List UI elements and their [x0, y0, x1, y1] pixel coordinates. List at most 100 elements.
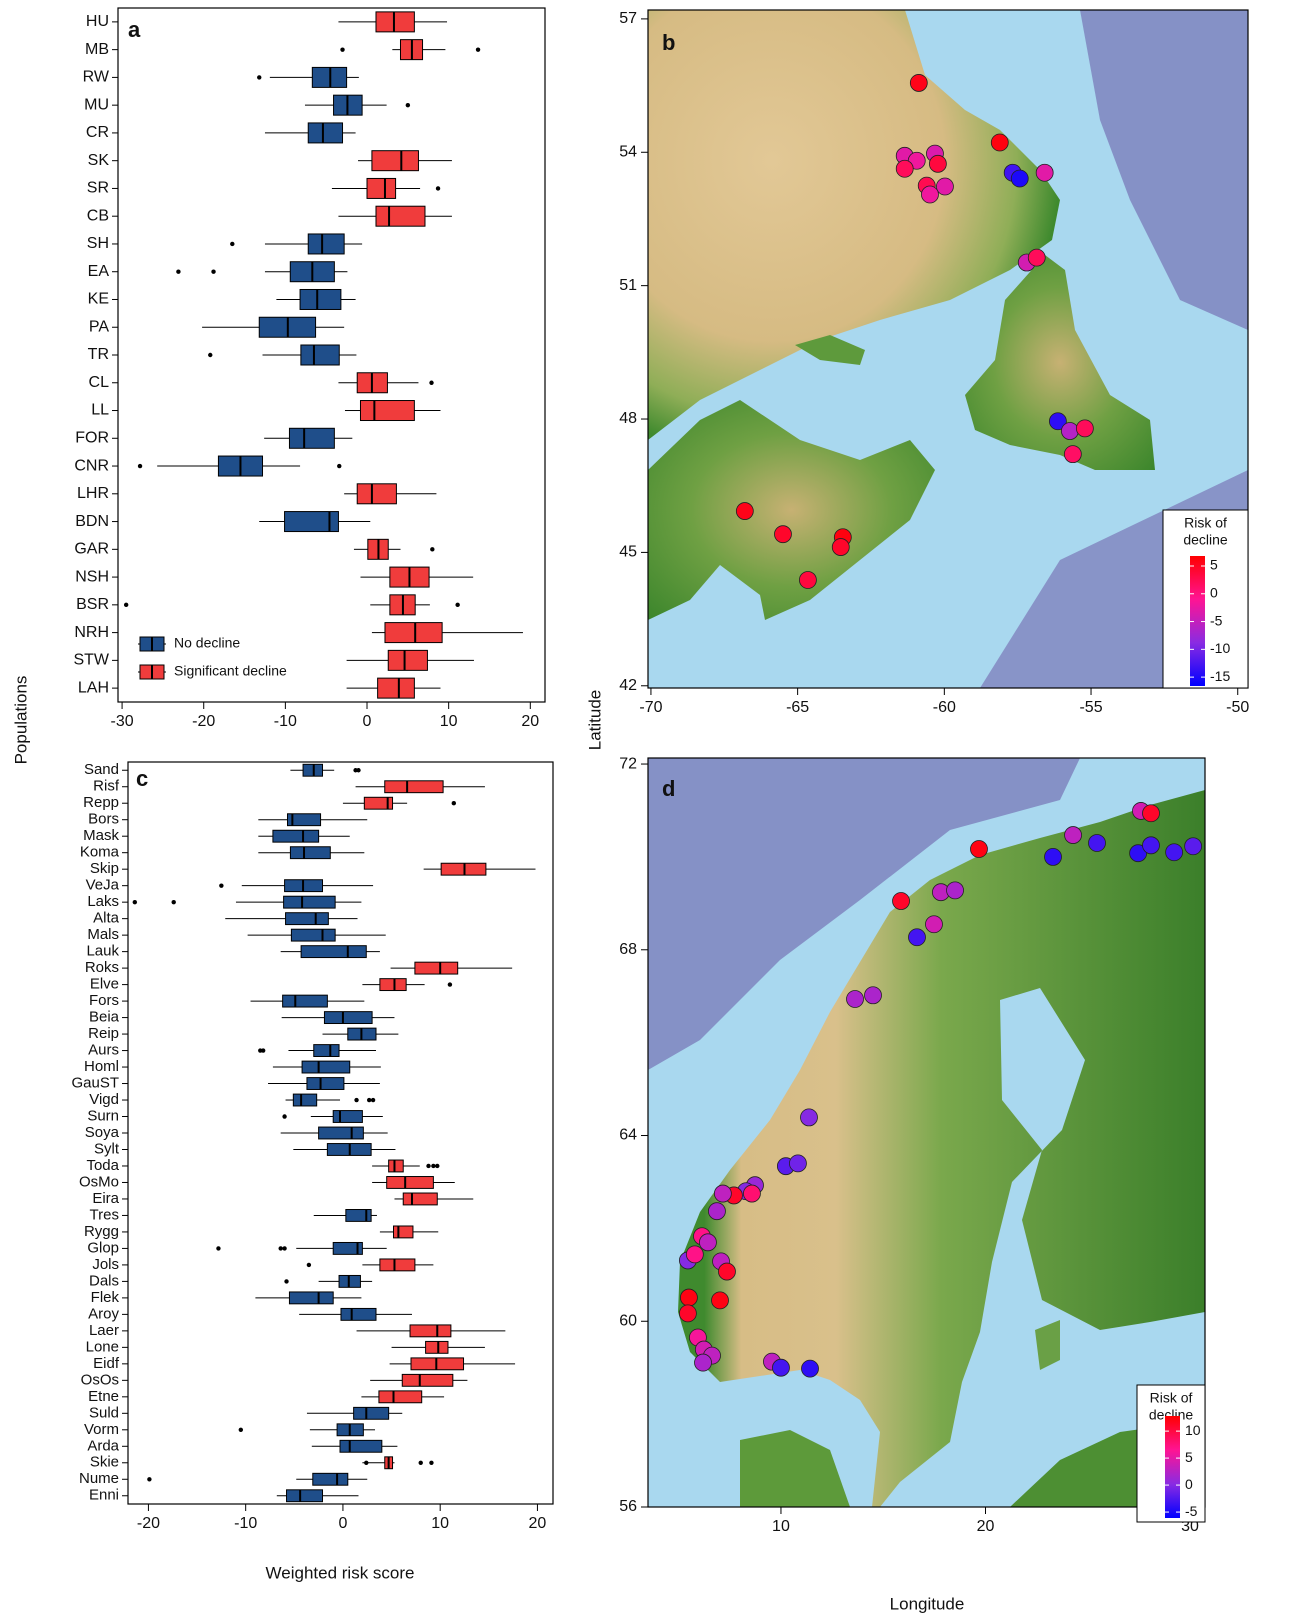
y-tick-label: Jols — [92, 1256, 119, 1273]
outlier — [371, 1098, 375, 1102]
y-tick-label: NRH — [74, 624, 109, 641]
site-point — [910, 74, 927, 91]
colorbar-tick-label: 0 — [1185, 1476, 1193, 1492]
outlier — [172, 900, 176, 904]
box — [308, 234, 344, 254]
x-tick-label: -50 — [1226, 699, 1249, 716]
x-tick-label: -10 — [274, 713, 297, 730]
site-point — [774, 526, 791, 543]
y-tick-label: Homl — [84, 1058, 119, 1075]
y-tick-label: Reip — [88, 1025, 119, 1042]
y-tick-label: Repp — [83, 794, 119, 811]
y-tick-label: GAR — [74, 541, 109, 558]
y-tick-label: GauST — [71, 1075, 119, 1092]
y-tick-label: Aroy — [88, 1305, 119, 1322]
x-tick-label: 10 — [772, 1518, 790, 1535]
x-tick-label: -70 — [639, 699, 662, 716]
outlier — [367, 1098, 371, 1102]
panel-letter: c — [136, 766, 148, 791]
outlier — [278, 1246, 282, 1250]
outlier — [282, 1246, 286, 1250]
site-point — [789, 1155, 806, 1172]
outlier — [138, 464, 142, 468]
y-tick-label: Alta — [93, 910, 120, 927]
colorbar — [1190, 556, 1205, 686]
y-tick-label: 54 — [619, 143, 637, 160]
site-point — [1036, 164, 1053, 181]
box — [283, 995, 328, 1007]
box — [354, 1407, 389, 1419]
outlier — [356, 768, 360, 772]
outlier — [364, 1461, 368, 1465]
y-tick-label: FOR — [75, 429, 109, 446]
x-axis-label: Longitude — [890, 1594, 965, 1613]
x-tick-label: -10 — [234, 1515, 257, 1532]
box — [403, 1193, 437, 1205]
y-tick-label: Surn — [87, 1107, 119, 1124]
legend-label: No decline — [174, 635, 240, 651]
site-point — [1028, 249, 1045, 266]
box — [367, 178, 396, 198]
box — [300, 289, 341, 309]
site-point — [1088, 834, 1105, 851]
box — [284, 896, 336, 908]
site-point — [947, 882, 964, 899]
site-point — [832, 539, 849, 556]
box — [314, 1045, 339, 1057]
x-tick-label: 20 — [529, 1515, 547, 1532]
colorbar-tick-label: -5 — [1210, 612, 1223, 628]
box — [415, 962, 458, 974]
y-tick-label: Beia — [89, 1009, 120, 1026]
y-tick-label: Laks — [87, 893, 119, 910]
outlier — [419, 1461, 423, 1465]
box — [313, 1473, 348, 1485]
site-point — [708, 1203, 725, 1220]
box — [426, 1341, 448, 1353]
panel-letter: a — [128, 17, 141, 42]
site-point — [908, 929, 925, 946]
site-point — [699, 1234, 716, 1251]
outlier — [239, 1428, 243, 1432]
outlier — [430, 547, 434, 551]
y-tick-label: Sand — [84, 761, 119, 778]
outlier — [435, 1164, 439, 1168]
y-tick-label: OsMo — [79, 1173, 119, 1190]
y-tick-label: LHR — [77, 485, 109, 502]
box — [379, 1391, 422, 1403]
site-point — [991, 134, 1008, 151]
outlier — [230, 242, 234, 246]
y-tick-label: Enni — [89, 1487, 119, 1504]
y-tick-label: LAH — [78, 679, 109, 696]
site-point — [679, 1305, 696, 1322]
colorbar-tick-label: -5 — [1185, 1503, 1198, 1519]
site-point — [1142, 805, 1159, 822]
y-tick-label: EA — [88, 263, 110, 280]
y-tick-label: Risf — [93, 778, 120, 795]
legend-label: Significant decline — [174, 663, 287, 679]
y-tick-label: 60 — [619, 1312, 637, 1329]
y-tick-label: 72 — [619, 755, 637, 772]
y-tick-label: SR — [87, 180, 109, 197]
y-tick-label: MB — [85, 41, 109, 58]
y-tick-label: Mask — [83, 827, 119, 844]
y-tick-label: Fors — [89, 992, 119, 1009]
y-tick-label: Roks — [85, 959, 119, 976]
outlier — [219, 883, 223, 887]
y-tick-label: OsOs — [81, 1371, 119, 1388]
outlier — [426, 1164, 430, 1168]
site-point — [896, 160, 913, 177]
box — [372, 151, 419, 171]
box — [376, 12, 414, 32]
y-tick-label: Skie — [90, 1454, 119, 1471]
x-tick-label: 10 — [431, 1515, 449, 1532]
y-tick-label: Vigd — [89, 1091, 119, 1108]
site-point — [680, 1289, 697, 1306]
site-point — [802, 1360, 819, 1377]
y-tick-label: KE — [88, 291, 109, 308]
y-tick-label: Elve — [90, 976, 119, 993]
box — [289, 1292, 333, 1304]
box — [388, 650, 427, 670]
outlier — [176, 270, 180, 274]
outlier — [211, 270, 215, 274]
site-point — [1065, 827, 1082, 844]
